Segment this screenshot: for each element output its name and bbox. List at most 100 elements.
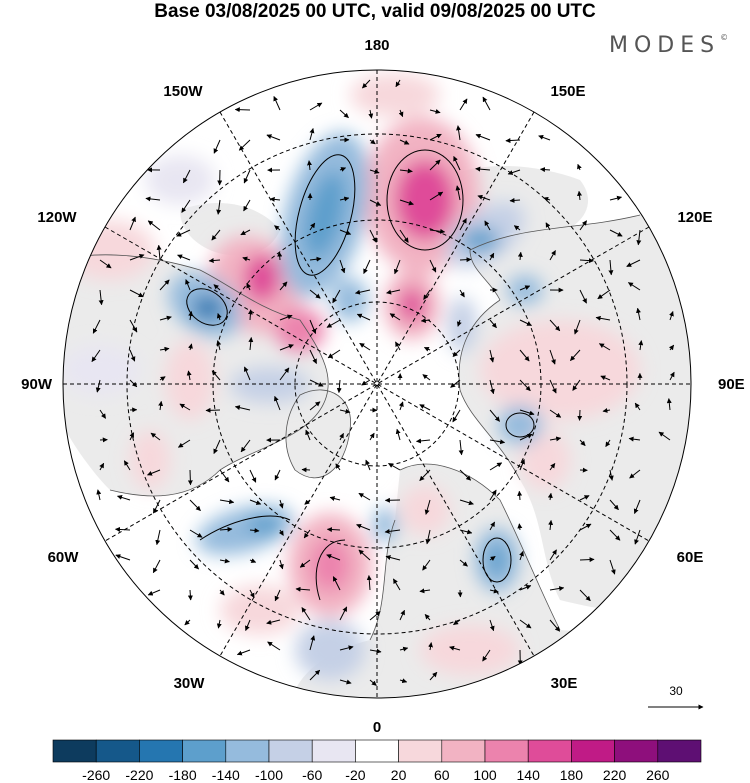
wind-arrow: [216, 199, 222, 215]
wind-arrow: [458, 439, 464, 456]
wind-arrow: [152, 559, 161, 574]
wind-arrow: [362, 79, 371, 89]
wind-arrow: [634, 529, 641, 545]
wind-arrow: [627, 282, 641, 291]
wind-arrow: [489, 349, 495, 363]
wind-arrow: [145, 196, 161, 202]
wind-arrow: [243, 199, 251, 212]
wind-arrow: [453, 155, 461, 171]
wind-arrow: [309, 379, 324, 387]
anomaly-positive: [395, 160, 455, 240]
wind-arrow: [95, 379, 101, 393]
wind-arrow: [274, 395, 281, 411]
wind-arrow: [399, 168, 413, 174]
wind-arrow: [274, 589, 281, 602]
lon-label-30w: 30W: [174, 675, 206, 692]
wind-arrow: [369, 432, 375, 441]
wind-arrow: [115, 554, 131, 561]
wind-arrow: [249, 528, 260, 533]
wind-arrow: [213, 284, 221, 291]
wind-arrow: [369, 169, 380, 174]
page-title: Base 03/08/2025 00 UTC, valid 09/08/2025…: [154, 1, 596, 22]
wind-arrow: [549, 250, 556, 261]
anomaly-negative: [498, 405, 542, 445]
wind-arrow: [156, 244, 162, 261]
wind-arrow: [339, 229, 352, 235]
wind-arrow: [189, 499, 201, 512]
wind-arrow: [339, 259, 346, 274]
wind-arrow: [339, 196, 350, 202]
wind-arrow: [99, 462, 105, 471]
wind-arrow: [428, 642, 433, 651]
wind-arrow: [608, 259, 614, 276]
wind-arrow: [549, 436, 562, 442]
wind-arrow: [177, 254, 191, 261]
wind-arrow: [429, 671, 438, 681]
land-greenland: [285, 389, 351, 478]
wind-arrow: [519, 584, 532, 591]
coastline: [285, 389, 352, 479]
map-border: [62, 69, 692, 699]
wind-arrow: [309, 669, 321, 681]
wind-arrow: [399, 646, 409, 652]
wind-arrow: [386, 289, 401, 295]
wind-arrow: [117, 495, 131, 501]
wind-arrow: [303, 529, 311, 539]
wind-arrow: [545, 222, 551, 231]
wind-arrow: [459, 469, 472, 481]
wind-arrow: [309, 102, 323, 111]
wind-arrow: [475, 166, 491, 172]
wind-arrow: [577, 163, 582, 171]
wind-arrow: [398, 109, 404, 118]
wind-arrow: [219, 499, 235, 505]
wind-arrow: [309, 222, 316, 231]
wind-arrow: [158, 400, 164, 411]
wind-arrow: [579, 495, 590, 501]
wind-arrow: [489, 379, 495, 395]
wind-arrow: [489, 319, 497, 329]
wind-arrow: [278, 559, 284, 570]
wind-arrow: [484, 220, 491, 231]
wind-arrow: [549, 349, 556, 365]
wind-arrow: [369, 648, 382, 654]
wind-arrow: [150, 432, 161, 441]
wind-arrow: [179, 403, 191, 411]
vector-key: 30: [648, 684, 704, 710]
anomaly-negative: [230, 367, 310, 403]
colorbar-tick-label: -60: [302, 767, 322, 783]
wind-arrow: [482, 649, 491, 662]
wind-arrow: [356, 313, 371, 321]
negative-anomalies: [63, 132, 543, 680]
wind-arrow: [419, 469, 431, 481]
wind-arrow: [626, 259, 641, 267]
wind-arrow: [633, 499, 641, 514]
colorbar-swatch: [527, 739, 572, 763]
anomaly-positive: [480, 320, 640, 420]
wind-arrow: [234, 405, 251, 411]
lon-label-30e: 30E: [551, 675, 578, 692]
wind-arrow: [189, 559, 199, 570]
wind-arrow: [638, 340, 644, 351]
wind-arrow: [424, 614, 431, 621]
colorbar-swatch: [614, 739, 659, 763]
colorbar-swatch: [355, 739, 399, 763]
wind-arrow: [91, 349, 101, 363]
wind-arrow: [249, 469, 257, 483]
wind-arrow: [326, 319, 341, 328]
wind-arrow: [369, 229, 377, 243]
wind-arrow: [243, 169, 251, 184]
colorbar-swatch: [398, 739, 443, 763]
wind-arrow: [658, 431, 671, 441]
wind-arrow: [449, 645, 461, 651]
wind-arrow: [219, 526, 233, 532]
graticule: [63, 70, 691, 698]
wind-arrow: [266, 134, 281, 141]
anomaly-negative: [145, 155, 215, 205]
colorbar-tick-label: 140: [517, 767, 541, 783]
wind-arrow: [489, 555, 496, 562]
wind-arrow: [159, 315, 172, 321]
wind-arrow: [332, 289, 341, 304]
wind-arrow: [301, 467, 311, 473]
colorbar-tick-label: -220: [125, 767, 153, 783]
wind-arrow: [519, 550, 524, 561]
